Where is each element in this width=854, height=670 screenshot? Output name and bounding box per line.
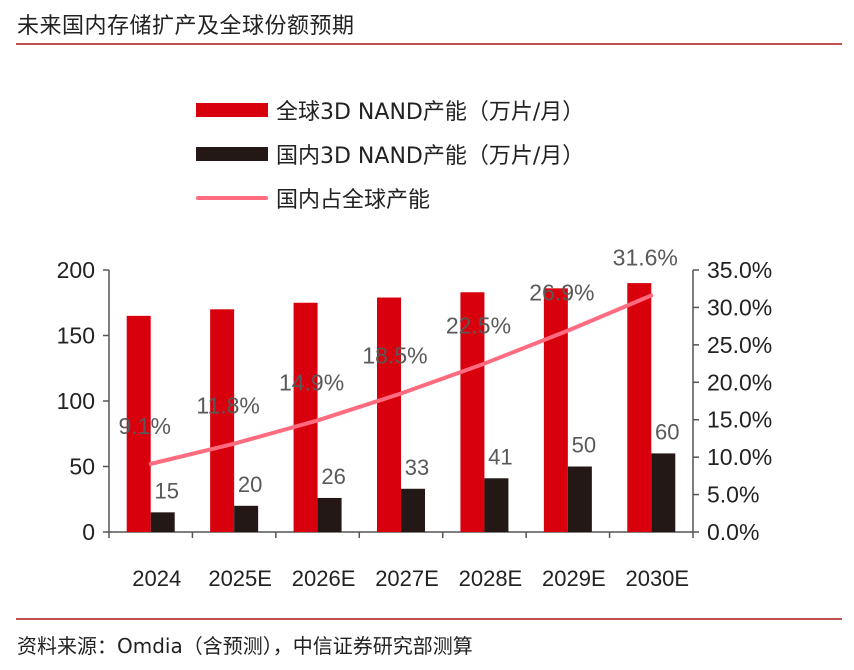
domestic-data-label: 50: [572, 433, 596, 458]
x-tick-label: 2027E: [375, 566, 439, 591]
bar-global: [543, 288, 568, 532]
right-tick-label: 30.0%: [707, 294, 772, 320]
domestic-data-label: 15: [154, 478, 178, 503]
domestic-data-label: 20: [238, 472, 262, 497]
legend-item-share: 国内占全球产能: [196, 176, 584, 220]
legend-swatch-domestic: [196, 147, 268, 161]
x-tick-label: 2026E: [292, 566, 356, 591]
left-tick-label: 0: [82, 519, 95, 545]
title-rule: [16, 43, 842, 45]
share-data-label: 18.5%: [362, 343, 427, 369]
right-tick-label: 10.0%: [707, 444, 772, 470]
right-tick-label: 35.0%: [707, 257, 772, 283]
share-line: [148, 293, 654, 466]
bar-global: [627, 283, 652, 532]
x-tick-label: 2028E: [459, 566, 523, 591]
bar-domestic: [401, 488, 425, 532]
bar-global: [460, 292, 485, 532]
right-tick-label: 0.0%: [707, 519, 759, 545]
left-tick-label: 200: [57, 257, 95, 283]
source-note: 资料来源：Omdia（含预测），中信证券研究部测算: [17, 634, 473, 658]
bar-global: [293, 302, 318, 532]
bar-domestic: [651, 453, 676, 532]
bar-global: [377, 297, 401, 532]
share-data-label: 26.9%: [529, 280, 594, 306]
legend: 全球3D NAND产能（万片/月） 国内3D NAND产能（万片/月） 国内占全…: [196, 88, 584, 220]
x-tick-label: 2030E: [625, 566, 689, 591]
source-rule: [16, 618, 842, 620]
share-data-label: 14.9%: [279, 369, 344, 395]
x-tick-label: 2024: [132, 566, 181, 591]
legend-label-domestic: 国内3D NAND产能（万片/月）: [276, 144, 585, 169]
right-tick-label: 15.0%: [707, 407, 772, 433]
x-tick-label: 2029E: [542, 566, 606, 591]
bar-global: [126, 315, 151, 532]
left-tick-label: 50: [69, 454, 95, 480]
share-data-label: 11.8%: [196, 393, 260, 419]
domestic-data-label: 41: [488, 444, 512, 469]
bar-domestic: [567, 466, 592, 532]
bar-global: [210, 309, 235, 532]
domestic-data-label: 33: [405, 455, 429, 480]
bar-domestic: [234, 505, 259, 532]
bar-domestic: [484, 478, 509, 532]
left-tick-label: 150: [57, 323, 95, 349]
bar-domestic: [317, 497, 342, 532]
domestic-data-label: 60: [655, 419, 679, 444]
legend-swatch-share: [196, 196, 268, 200]
chart-plot: 0 50 100 150 200 0.0% 5.0% 10.0% 15.0% 20.0% 25.0%…: [57, 244, 773, 591]
x-tick-label: 2025E: [208, 566, 272, 591]
right-tick-label: 20.0%: [707, 369, 772, 395]
legend-item-domestic: 国内3D NAND产能（万片/月）: [196, 132, 584, 176]
share-data-label: 31.6%: [613, 244, 678, 270]
right-tick-label: 5.0%: [707, 482, 759, 508]
chart-title: 未来国内存储扩产及全球份额预期: [17, 14, 355, 39]
share-data-label: 22.5%: [446, 313, 511, 339]
domestic-data-label: 26: [321, 464, 345, 489]
legend-label-share: 国内占全球产能: [276, 188, 431, 213]
share-data-label: 9.1%: [118, 413, 170, 439]
left-tick-label: 100: [57, 388, 95, 414]
legend-item-global: 全球3D NAND产能（万片/月）: [196, 88, 584, 132]
legend-label-global: 全球3D NAND产能（万片/月）: [276, 100, 585, 125]
right-tick-label: 25.0%: [707, 332, 772, 358]
legend-swatch-global: [196, 103, 268, 117]
bar-domestic: [150, 512, 175, 532]
